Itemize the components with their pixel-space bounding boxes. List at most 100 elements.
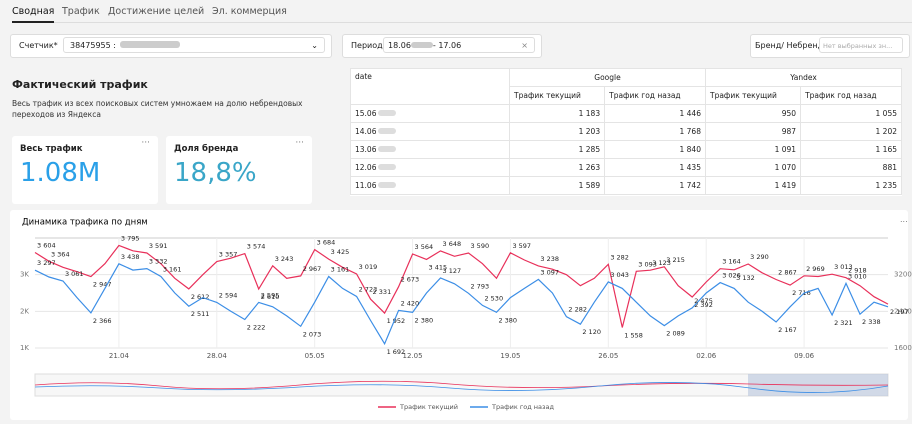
cell: 1 235 (800, 176, 902, 195)
counter-filter[interactable]: Счетчик* 38475955 : ⌄ (10, 34, 332, 58)
tab[interactable]: Сводная (12, 6, 55, 23)
row: 12.06 1 263 1 435 1 070 881 (350, 158, 902, 177)
data-label: 3 061 (65, 270, 84, 278)
data-label: 2 222 (247, 323, 266, 331)
data-label: 3 010 (848, 272, 867, 280)
kpi-value: 1.08M (20, 158, 101, 188)
data-label: 2 475 (694, 297, 713, 305)
data-label: 2 595 (261, 291, 280, 299)
data-label: 2 380 (415, 316, 434, 324)
legend-label: Трафик текущий (399, 403, 458, 411)
kpi-card: Весь трафик ··· 1.08M (12, 136, 158, 204)
data-label: 1 558 (624, 332, 643, 340)
data-label: 2 673 (401, 276, 420, 284)
legend-label: Трафик год назад (491, 403, 554, 411)
data-label: 2 282 (568, 306, 587, 314)
y2-tick-label: 1600 (894, 344, 912, 352)
chart-title: Динамика трафика по дням (22, 218, 148, 228)
date-range[interactable]: 18.06- 17.06 × (383, 37, 535, 53)
tab[interactable]: Эл. коммерция (212, 6, 287, 17)
series-line (34, 244, 889, 328)
data-label: 3 564 (415, 243, 434, 251)
data-label: 2 392 (694, 301, 713, 309)
data-label: 3 013 (834, 263, 853, 271)
section-title: Фактический трафик (12, 78, 148, 91)
data-label: 3 238 (540, 255, 559, 263)
label: Счетчик* (19, 41, 58, 50)
x-tick-label: 26.05 (598, 352, 618, 360)
data-label: 2 947 (93, 281, 112, 289)
data-label: 2 420 (401, 299, 420, 307)
data-table: date Google Yandex Трафик текущий Трафик год… (350, 68, 902, 196)
data-label: 3 097 (540, 268, 559, 276)
data-label: 3 648 (443, 240, 462, 248)
data-label: 2 321 (834, 319, 853, 327)
data-label: 2 167 (778, 326, 797, 334)
data-label: 2 793 (470, 282, 489, 290)
data-label: 1 692 (387, 348, 406, 356)
data-label: 2 969 (806, 265, 825, 273)
x-tick-label: 09.06 (794, 352, 815, 360)
data-label: 3 591 (149, 242, 168, 250)
data-label: 3 574 (247, 243, 266, 251)
data-label: 3 243 (275, 255, 294, 263)
kpi-value: 18,8% (174, 158, 257, 188)
cell: 1 742 (604, 176, 706, 195)
to: - 17.06 (432, 41, 462, 50)
tab[interactable]: Трафик (62, 6, 100, 17)
row: 15.06 1 183 1 446 950 1 055 (350, 104, 902, 123)
series-line (34, 263, 889, 346)
svg-text:···: ··· (900, 218, 908, 227)
data-label: 3 093 (638, 260, 657, 268)
data-label: 3 026 (722, 272, 741, 280)
data-label: 2 120 (582, 328, 601, 336)
data-label: 3 590 (470, 242, 489, 250)
brand-filter[interactable]: Бренд/ Небренд Нет выбранных зн... (750, 34, 910, 58)
data-label: 2 612 (191, 293, 210, 301)
data-label: 2 716 (792, 289, 811, 297)
data-label: 3 684 (317, 239, 336, 247)
row: 14.06 1 203 1 768 987 1 202 (350, 122, 902, 141)
data-label: 2 073 (303, 330, 322, 338)
select[interactable]: 38475955 : ⌄ (63, 37, 325, 53)
cell: 1 203 (508, 122, 606, 141)
row: 11.06 1 589 1 742 1 419 1 235 (350, 176, 902, 195)
data-label: 3 597 (512, 242, 531, 250)
y-tick-label: 3K (20, 271, 29, 279)
data-label: 3 297 (37, 259, 56, 267)
y-tick-label: 2K (20, 307, 29, 315)
select[interactable]: Нет выбранных зн... (819, 37, 903, 53)
y-tick-label: 1K (20, 344, 29, 352)
data-label: 2 610 (261, 293, 280, 301)
data-label: 2 511 (191, 310, 210, 318)
data-label: 2 967 (303, 265, 322, 273)
data-label: 3 127 (443, 267, 462, 275)
data-label: 2 197 (890, 308, 909, 316)
data-label: 3 019 (359, 263, 378, 271)
data-label: 3 132 (736, 274, 755, 282)
kpi-label: Весь трафик (20, 144, 83, 154)
data-label: 3 604 (37, 242, 56, 250)
from: 18.06 (388, 41, 411, 50)
data-label: 3 438 (121, 253, 140, 261)
header-row: date Google Yandex (350, 68, 902, 105)
x-tick-label: 19.05 (500, 352, 520, 360)
x-tick-label: 28.04 (207, 352, 228, 360)
label: Бренд/ Небренд (755, 41, 824, 50)
data-label: 2 867 (778, 269, 797, 277)
tab[interactable]: Достижение целей (108, 6, 205, 17)
data-label: 2 089 (666, 330, 685, 338)
data-label: 3 161 (163, 265, 182, 273)
period-filter[interactable]: Период 18.06- 17.06 × (342, 34, 542, 58)
data-label: 2 723 (359, 286, 378, 294)
x-tick-label: 02.06 (696, 352, 717, 360)
data-label: 3 123 (652, 259, 671, 267)
kpi-label: Доля бренда (174, 144, 239, 154)
data-label: 3 425 (331, 248, 350, 256)
data-label: 2 530 (484, 294, 503, 302)
data-label: 3 357 (219, 251, 238, 259)
kpi-card: Доля бренда ··· 18,8% (166, 136, 312, 204)
data-label: 2 366 (93, 317, 112, 325)
data-label: 2 918 (848, 267, 867, 275)
data-label: 1 952 (387, 317, 406, 325)
